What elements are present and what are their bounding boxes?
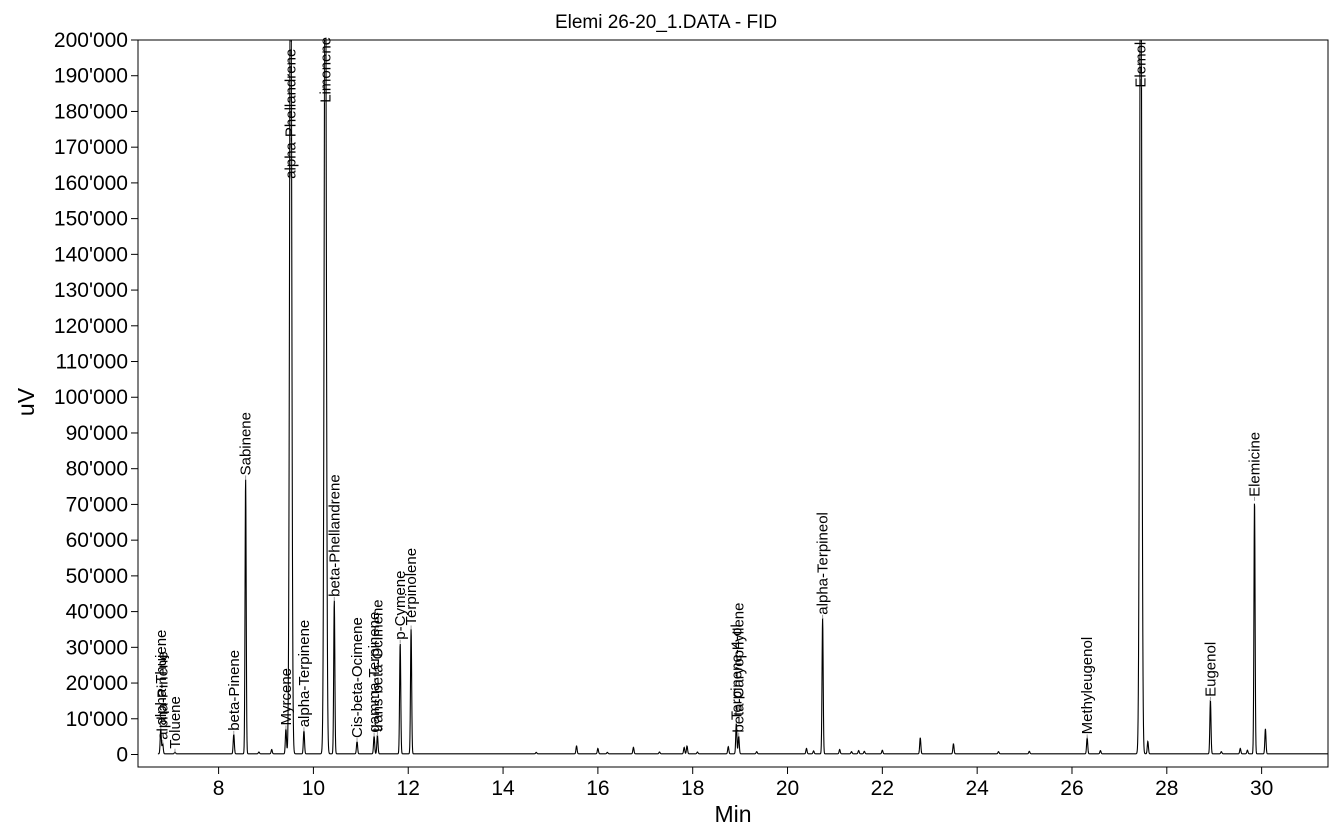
- peak-label: alpha-Terpineol: [815, 512, 832, 615]
- y-tick-label: 90'000: [66, 422, 128, 445]
- y-tick-label: 20'000: [66, 672, 128, 695]
- y-tick-label: 110'000: [55, 351, 128, 374]
- y-tick-label: 100'000: [54, 386, 128, 409]
- x-tick-label: 16: [586, 777, 609, 800]
- peak-label: alpha-Phellandrene: [283, 49, 300, 179]
- chart-title: Elemi 26-20_1.DATA - FID: [555, 12, 777, 33]
- y-tick-label: 30'000: [66, 636, 128, 659]
- y-tick-label: 0: [116, 743, 128, 766]
- y-tick-label: 170'000: [54, 136, 128, 159]
- peak-label: Cis-beta-Ocimene: [349, 617, 366, 738]
- plot-frame: [137, 39, 1329, 768]
- peak-label: alpha-Thujene: [153, 630, 170, 726]
- x-tick-label: 8: [213, 777, 225, 800]
- peak-label: Toluene: [167, 696, 184, 749]
- y-tick-label: 70'000: [66, 493, 128, 516]
- x-tick-label: 12: [397, 777, 420, 800]
- peak-label: Elemicine: [1247, 432, 1264, 497]
- peak-label: Eugenol: [1202, 642, 1219, 697]
- y-tick-label: 150'000: [54, 208, 128, 231]
- x-axis-label: Min: [714, 801, 751, 827]
- y-tick-label: 180'000: [54, 100, 128, 123]
- peak-label: p-Cymene: [392, 570, 409, 639]
- peak-label: beta-Pinene: [226, 650, 243, 731]
- y-tick-label: 200'000: [54, 29, 128, 52]
- x-tick-label: 14: [491, 777, 515, 800]
- x-tick-label: 24: [965, 777, 989, 800]
- y-axis-label: uV: [13, 387, 39, 416]
- y-tick-label: 130'000: [54, 279, 128, 302]
- peak-label: Terpinene-4-ol: [728, 624, 745, 720]
- peak-label: Sabinene: [238, 412, 255, 475]
- peak-label: alpha-Pinene: [155, 651, 172, 739]
- peak-label: Limonene: [317, 37, 334, 103]
- x-tick-label: 20: [776, 777, 799, 800]
- x-tick-label: 18: [681, 777, 704, 800]
- peak-label: Methyleugenol: [1079, 637, 1096, 735]
- axis-ticks: 0 10'000 20'000 30'000 40'000 50'000 60'000 70'…: [54, 29, 1273, 800]
- y-tick-label: 160'000: [54, 172, 128, 195]
- y-tick-label: 10'000: [66, 708, 128, 731]
- y-tick-label: 60'000: [66, 529, 128, 552]
- y-tick-label: 190'000: [54, 65, 128, 88]
- y-tick-label: 80'000: [66, 458, 128, 481]
- chromatogram-trace: [157, 40, 1328, 755]
- y-tick-label: 40'000: [66, 601, 128, 624]
- peak-label: gamma-Terpinene: [366, 612, 383, 733]
- peak-label: trans-beta-Ocimene: [369, 599, 386, 732]
- peak-label: beta-Phellandrene: [326, 474, 343, 597]
- peak-label: Elemol: [1133, 42, 1150, 88]
- x-tick-label: 22: [871, 777, 894, 800]
- peak-label: alpha-Terpinene: [296, 620, 313, 728]
- x-tick-label: 30: [1250, 777, 1273, 800]
- peak-label: Terpinolene: [403, 548, 420, 626]
- y-tick-label: 140'000: [54, 243, 128, 266]
- peak-label: Myrcene: [278, 668, 295, 726]
- plot-area: [157, 40, 1328, 755]
- y-tick-label: 50'000: [66, 565, 128, 588]
- x-tick-label: 26: [1060, 777, 1083, 800]
- x-tick-label: 10: [302, 777, 325, 800]
- y-tick-label: 120'000: [54, 315, 128, 338]
- peak-label: beta-Caryophyllene: [731, 603, 748, 733]
- x-tick-label: 28: [1155, 777, 1178, 800]
